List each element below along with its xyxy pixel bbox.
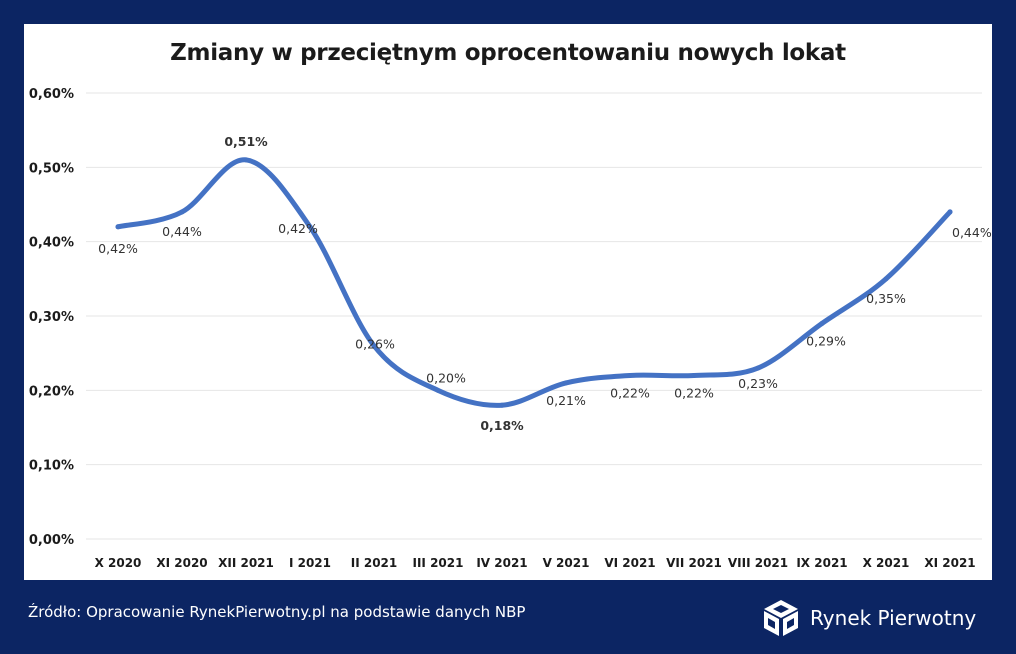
x-tick-label: VII 2021 [666, 556, 722, 570]
x-tick-label: VIII 2021 [728, 556, 788, 570]
data-label: 0,44% [952, 225, 992, 240]
data-point [435, 387, 441, 393]
data-label: 0,51% [224, 134, 268, 149]
y-tick-label: 0,00% [29, 533, 74, 548]
data-label: 0,18% [480, 418, 524, 433]
x-tick-label: XI 2020 [156, 556, 207, 570]
y-tick-label: 0,50% [29, 161, 74, 176]
data-point [691, 372, 697, 378]
data-label: 0,21% [546, 393, 586, 408]
chart-title: Zmiany w przeciętnym oprocentowaniu nowy… [170, 40, 846, 66]
y-tick-label: 0,10% [29, 459, 74, 474]
data-point [499, 402, 505, 408]
x-tick-label: IX 2021 [796, 556, 847, 570]
data-point [115, 224, 121, 230]
x-tick-label: IV 2021 [476, 556, 527, 570]
data-label: 0,29% [806, 333, 846, 348]
data-label: 0,22% [674, 385, 714, 400]
data-label: 0,26% [355, 337, 395, 352]
data-point [819, 320, 825, 326]
data-point [563, 380, 569, 386]
y-tick-label: 0,40% [29, 236, 74, 251]
data-label: 0,42% [278, 221, 318, 236]
data-point [755, 365, 761, 371]
data-point [883, 276, 889, 282]
x-tick-label: XII 2021 [218, 556, 274, 570]
data-label: 0,44% [162, 224, 202, 239]
x-tick-label: III 2021 [413, 556, 464, 570]
data-label: 0,20% [426, 370, 466, 385]
data-label: 0,22% [610, 385, 650, 400]
x-tick-label: X 2021 [863, 556, 910, 570]
brand-logo: Rynek Pierwotny [762, 598, 976, 638]
data-point [627, 372, 633, 378]
data-label: 0,42% [98, 241, 138, 256]
cube-logo-icon [764, 600, 798, 636]
x-tick-label: II 2021 [351, 556, 398, 570]
x-tick-label: X 2020 [95, 556, 142, 570]
brand-name: Rynek Pierwotny [810, 606, 977, 630]
chart-panel: 0,00% 0,10% 0,20% 0,30% 0,40% 0,50% 0,60% X 202… [24, 24, 992, 580]
x-tick-label: V 2021 [543, 556, 590, 570]
data-point [371, 343, 377, 349]
data-point [307, 224, 313, 230]
x-tick-label: VI 2021 [604, 556, 655, 570]
line-chart: 0,00% 0,10% 0,20% 0,30% 0,40% 0,50% 0,60% X 202… [29, 87, 992, 570]
data-label: 0,35% [866, 291, 906, 306]
data-label: 0,23% [738, 376, 778, 391]
x-tick-label: XI 2021 [924, 556, 975, 570]
source-note: Źródło: Opracowanie RynekPierwotny.pl na… [28, 603, 526, 621]
y-tick-label: 0,30% [29, 310, 74, 325]
data-point [243, 157, 249, 163]
x-tick-label: I 2021 [289, 556, 331, 570]
data-point [179, 209, 185, 215]
y-tick-label: 0,20% [29, 384, 74, 399]
series-line [115, 157, 953, 408]
y-tick-label: 0,60% [29, 87, 74, 102]
data-point [947, 209, 953, 215]
